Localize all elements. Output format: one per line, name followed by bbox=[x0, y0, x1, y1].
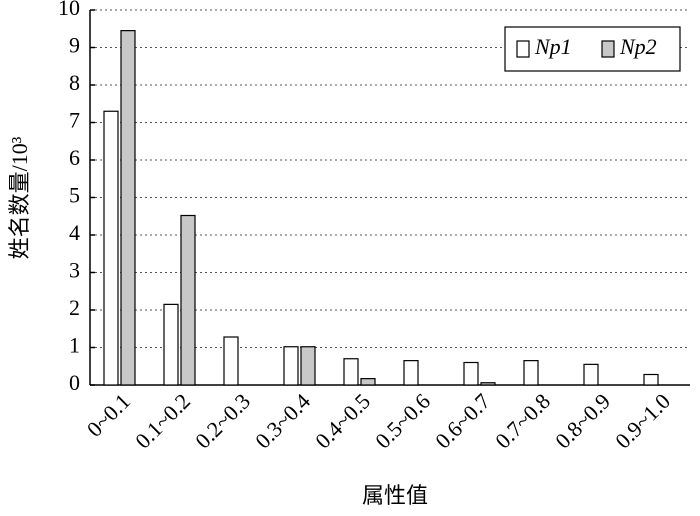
legend-label: Np1 bbox=[534, 34, 572, 59]
x-axis-label: 属性值 bbox=[362, 483, 428, 508]
bar bbox=[480, 382, 496, 386]
x-tick-label: 0.9~1.0 bbox=[610, 388, 675, 453]
x-tick-label: 0.3~0.4 bbox=[250, 388, 315, 453]
x-tick-label: 0.4~0.5 bbox=[310, 388, 375, 453]
bar bbox=[223, 336, 239, 386]
bar bbox=[163, 303, 179, 386]
bar bbox=[403, 360, 419, 386]
bar bbox=[463, 361, 479, 386]
y-tick-label: 10 bbox=[58, 0, 80, 20]
bar bbox=[523, 360, 539, 386]
x-tick-label: 0.8~0.9 bbox=[550, 388, 615, 453]
x-tick-label: 0.7~0.8 bbox=[490, 388, 555, 453]
x-tick-label: 0.1~0.2 bbox=[130, 388, 195, 453]
bar bbox=[300, 346, 316, 386]
y-tick-label: 5 bbox=[69, 183, 80, 208]
x-tick-label: 0~0.1 bbox=[82, 388, 135, 441]
x-tick-label: 0.6~0.7 bbox=[430, 388, 495, 453]
bar bbox=[283, 346, 299, 386]
y-tick-label: 0 bbox=[69, 370, 80, 395]
legend-label: Np2 bbox=[619, 34, 657, 59]
bar bbox=[583, 363, 599, 386]
bar bbox=[180, 214, 196, 386]
bar bbox=[120, 30, 136, 386]
y-tick-label: 8 bbox=[69, 70, 80, 95]
legend-swatch bbox=[516, 40, 530, 58]
y-tick-label: 1 bbox=[69, 333, 80, 358]
bar bbox=[643, 373, 659, 386]
bar bbox=[360, 378, 376, 386]
bar bbox=[343, 358, 359, 386]
y-tick-label: 3 bbox=[69, 258, 80, 283]
y-axis-label: 姓名数量/10³ bbox=[7, 136, 32, 259]
y-tick-label: 9 bbox=[69, 33, 80, 58]
y-tick-label: 7 bbox=[69, 108, 80, 133]
y-tick-label: 2 bbox=[69, 295, 80, 320]
bar bbox=[103, 110, 119, 386]
y-tick-label: 4 bbox=[69, 220, 80, 245]
y-tick-label: 6 bbox=[69, 145, 80, 170]
legend-box bbox=[504, 26, 681, 72]
legend-swatch bbox=[601, 40, 615, 58]
x-tick-label: 0.5~0.6 bbox=[370, 388, 435, 453]
x-tick-label: 0.2~0.3 bbox=[190, 388, 255, 453]
